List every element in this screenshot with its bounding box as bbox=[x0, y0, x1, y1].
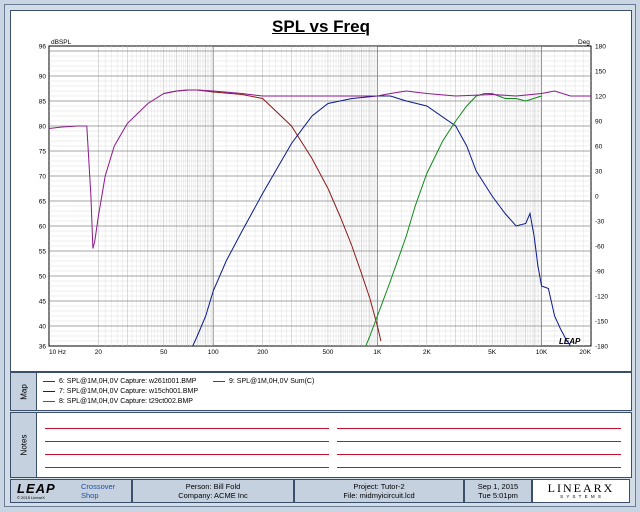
y2-tick-label: -120 bbox=[595, 294, 608, 301]
y-tick-label: 50 bbox=[39, 274, 47, 281]
x-tick-label: 10 Hz bbox=[49, 349, 66, 356]
watermark-logo: LEAP bbox=[559, 337, 581, 346]
x-tick-label: 5K bbox=[488, 349, 497, 356]
y2-tick-label: -30 bbox=[595, 219, 605, 226]
y-tick-label: 80 bbox=[39, 124, 47, 131]
footer-project-box: Project: Tutor-2 File: midmyicircuit.lcd bbox=[294, 479, 464, 503]
map-item-label: 8: SPL@1M,0H,0V Capture: t29ct002.BMP bbox=[59, 398, 193, 405]
x-tick-label: 100 bbox=[208, 349, 219, 356]
y2-tick-label: 180 bbox=[595, 44, 606, 51]
y-tick-label: 65 bbox=[39, 199, 47, 206]
y-tick-label: 45 bbox=[39, 299, 47, 306]
note-line bbox=[337, 441, 621, 442]
file-text: File: midmyicircuit.lcd bbox=[343, 491, 415, 500]
map-panel: 6: SPL@1M,0H,0V Capture: w261t001.BMP 7:… bbox=[36, 372, 632, 411]
notes-tab-label: Notes bbox=[19, 434, 29, 456]
legend-swatch bbox=[43, 391, 55, 392]
map-item-label: 9: SPL@1M,0H,0V Sum(C) bbox=[229, 378, 315, 385]
legend-swatch bbox=[213, 381, 225, 382]
y2-tick-label: 120 bbox=[595, 94, 606, 101]
map-item-8: 8: SPL@1M,0H,0V Capture: t29ct002.BMP bbox=[43, 398, 193, 405]
y-tick-label: 36 bbox=[39, 344, 47, 351]
x-tick-label: 1K bbox=[373, 349, 382, 356]
spl-chart: 10 Hz 20 50 100 200 500 1K 2K 5K 10K 20K 36 40 45 50 55… bbox=[39, 39, 609, 356]
note-line bbox=[337, 454, 621, 455]
leap-logo-small: © 2015 LinearX bbox=[17, 495, 45, 500]
map-item-6: 6: SPL@1M,0H,0V Capture: w261t001.BMP bbox=[43, 378, 196, 385]
y2-tick-label: 60 bbox=[595, 144, 603, 151]
note-line bbox=[45, 428, 329, 429]
x-tick-label: 50 bbox=[160, 349, 168, 356]
legend-swatch bbox=[43, 381, 55, 382]
y2-tick-label: 30 bbox=[595, 169, 603, 176]
y-tick-label: 90 bbox=[39, 74, 47, 81]
y-tick-label: 96 bbox=[39, 44, 47, 51]
y2-tick-label: -150 bbox=[595, 319, 608, 326]
y2-tick-label: 90 bbox=[595, 119, 603, 126]
person-text: Person: Bill Fold bbox=[185, 482, 241, 491]
x-tick-label: 200 bbox=[257, 349, 268, 356]
x-tick-label: 2K bbox=[423, 349, 432, 356]
y-axis-label-left: dBSPL bbox=[51, 39, 72, 46]
footer: LEAP © 2015 LinearX Crossover Shop Perso… bbox=[10, 479, 630, 503]
footer-logo-box: LEAP © 2015 LinearX Crossover Shop bbox=[10, 479, 132, 503]
chart-panel: SPL vs Freq 10 Hz 20 50 100 200 500 1K 2K 5K 10K 2… bbox=[10, 10, 632, 372]
map-tab[interactable]: Map bbox=[10, 372, 38, 411]
y-tick-label: 60 bbox=[39, 224, 47, 231]
series-line-9 bbox=[49, 89, 591, 249]
map-item-7: 7: SPL@1M,0H,0V Capture: w15ch001.BMP bbox=[43, 388, 198, 395]
map-item-9: 9: SPL@1M,0H,0V Sum(C) bbox=[213, 378, 314, 385]
y-axis-label-right: Deg bbox=[578, 39, 590, 46]
y2-tick-label: -60 bbox=[595, 244, 605, 251]
footer-date-box: Sep 1, 2015 Tue 5:01pm bbox=[464, 479, 532, 503]
company-text: Company: ACME Inc bbox=[178, 491, 248, 500]
date-text: Sep 1, 2015 bbox=[477, 482, 519, 491]
map-item-label: 6: SPL@1M,0H,0V Capture: w261t001.BMP bbox=[59, 378, 197, 385]
x-tick-label: 10K bbox=[536, 349, 548, 356]
x-tick-label: 20K bbox=[579, 349, 591, 356]
product-line-1: Crossover bbox=[81, 482, 116, 491]
y-tick-label: 40 bbox=[39, 324, 47, 331]
product-line-2: Shop bbox=[81, 491, 99, 500]
footer-person-box: Person: Bill Fold Company: ACME Inc bbox=[132, 479, 294, 503]
y-tick-label: 70 bbox=[39, 174, 47, 181]
note-line bbox=[337, 428, 621, 429]
project-text: Project: Tutor-2 bbox=[353, 482, 405, 491]
x-tick-label: 500 bbox=[323, 349, 334, 356]
y2-tick-label: -180 bbox=[595, 344, 608, 351]
series-line-7 bbox=[192, 95, 571, 346]
x-tick-label: 20 bbox=[95, 349, 103, 356]
leap-logo: LEAP bbox=[17, 481, 56, 496]
note-line bbox=[45, 454, 329, 455]
y-tick-label: 85 bbox=[39, 99, 47, 106]
y-tick-label: 55 bbox=[39, 249, 47, 256]
linearx-sub: S Y S T E M S bbox=[560, 494, 602, 499]
time-text: Tue 5:01pm bbox=[478, 491, 518, 500]
map-item-label: 7: SPL@1M,0H,0V Capture: w15ch001.BMP bbox=[59, 388, 199, 395]
map-tab-label: Map bbox=[19, 383, 29, 400]
notes-tab[interactable]: Notes bbox=[10, 412, 38, 478]
note-line bbox=[45, 467, 329, 468]
y2-tick-label: -90 bbox=[595, 269, 605, 276]
y-tick-label: 75 bbox=[39, 149, 47, 156]
notes-panel[interactable] bbox=[36, 412, 632, 478]
y2-tick-label: 0 bbox=[595, 194, 599, 201]
note-line bbox=[337, 467, 621, 468]
series-line-8 bbox=[365, 93, 542, 346]
footer-brand-box: LINEARX S Y S T E M S bbox=[532, 479, 630, 503]
linearx-logo: LINEARX bbox=[547, 481, 615, 495]
note-line bbox=[45, 441, 329, 442]
y2-tick-label: 150 bbox=[595, 69, 606, 76]
chart-title: SPL vs Freq bbox=[272, 17, 370, 36]
legend-swatch bbox=[43, 401, 55, 402]
